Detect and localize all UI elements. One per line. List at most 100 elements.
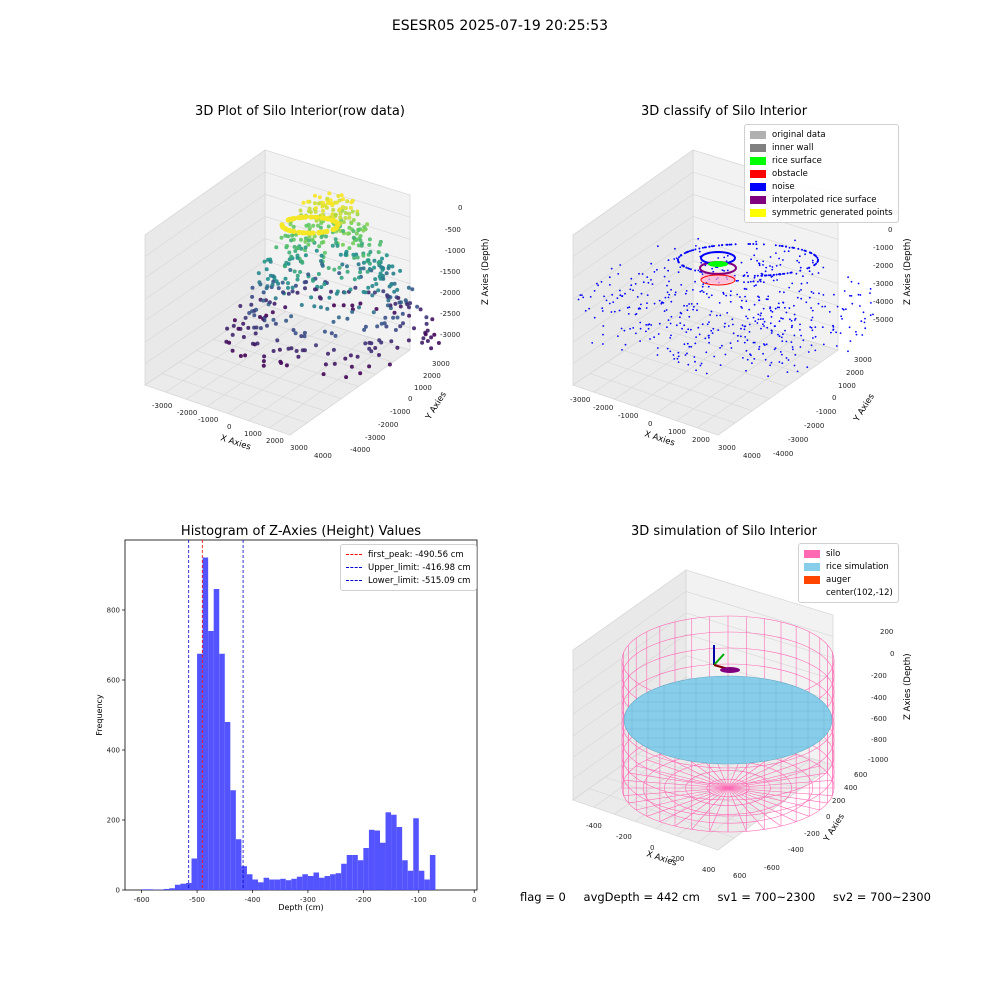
raw-point: [309, 295, 314, 300]
noise-point: [864, 317, 866, 320]
noise-point: [630, 277, 633, 280]
raw-point: [324, 228, 330, 234]
wall-gridline: [144, 171, 266, 257]
raw-point: [271, 279, 276, 284]
raw-point: [351, 218, 356, 222]
wall-gridline: [144, 194, 266, 279]
noise-point: [666, 347, 669, 350]
raw-point: [395, 315, 400, 320]
raw-point: [346, 231, 350, 236]
noise-point: [762, 264, 764, 266]
raw-point: [306, 272, 311, 277]
noise-point: [859, 305, 861, 307]
noise-point: [686, 352, 688, 355]
raw-point: [231, 323, 236, 328]
noise-point: [608, 302, 611, 305]
classify-y-ticks: -4000 -3000 -2000 -1000 0 1000 2000 3000: [773, 356, 872, 458]
raw-point: [224, 339, 229, 344]
raw-point: [284, 318, 289, 323]
noise-point: [782, 259, 784, 261]
noise-point: [736, 293, 739, 296]
noise-point: [746, 317, 749, 320]
raw-point: [326, 266, 331, 270]
noise-point: [789, 318, 791, 321]
raw-point: [334, 291, 339, 296]
raw-point: [312, 304, 317, 309]
hist-bar: [319, 877, 325, 890]
noise-point: [639, 327, 642, 330]
legend-label: auger: [826, 574, 851, 585]
noise-point: [781, 245, 784, 248]
raw-point: [429, 346, 434, 351]
raw-point: [314, 206, 318, 211]
rice-surface-core: [708, 261, 728, 267]
noise-point: [689, 268, 692, 271]
silo-floor-spoke: [691, 787, 729, 830]
noise-point: [779, 263, 782, 266]
raw-point: [299, 334, 304, 339]
raw-point: [363, 341, 368, 346]
noise-point: [669, 350, 672, 353]
classify-legend-item: obstacle: [750, 167, 893, 180]
raw-point: [286, 281, 290, 286]
raw-point: [285, 244, 289, 248]
raw-point: [303, 239, 308, 244]
raw-point: [366, 285, 371, 290]
raw-3d-plot: -3000 -2000 -1000 0 1000 2000 3000 4000 …: [144, 149, 491, 460]
raw-point: [341, 197, 345, 202]
raw-point: [389, 282, 394, 287]
raw-point: [330, 201, 334, 206]
noise-point: [721, 344, 723, 347]
noise-point: [675, 257, 678, 260]
classify-legend: original data inner wall rice surface ob…: [744, 124, 899, 223]
noise-point: [651, 283, 654, 285]
raw-point: [384, 253, 389, 258]
noise-point: [692, 249, 695, 252]
noise-point: [769, 256, 772, 258]
noise-point: [759, 280, 762, 283]
noise-point: [658, 322, 661, 325]
wall-gridline: [264, 193, 411, 240]
raw-point: [328, 198, 333, 203]
silo-floor-spoke: [727, 759, 810, 789]
noise-point: [732, 323, 734, 326]
noise-point: [758, 345, 761, 348]
raw-ytick: 1000: [414, 384, 432, 392]
floor-gridline: [634, 324, 756, 407]
noise-point: [665, 309, 668, 311]
raw-point: [381, 276, 386, 281]
raw-point: [254, 325, 259, 330]
noise-point: [742, 275, 745, 277]
raw-point: [303, 286, 307, 291]
noise-point: [699, 364, 702, 367]
noise-point: [679, 311, 682, 314]
raw-point: [406, 285, 411, 290]
raw-point: [268, 259, 273, 264]
raw-point: [301, 200, 306, 205]
noise-point: [667, 269, 669, 272]
silo-floor-spoke: [659, 754, 729, 789]
noise-point: [674, 291, 677, 294]
noise-point: [757, 318, 760, 321]
noise-point: [688, 303, 690, 305]
silo-floor-spoke: [727, 772, 828, 789]
raw-point: [295, 253, 300, 258]
noise-point: [686, 305, 688, 307]
noise-point: [794, 239, 796, 242]
classify-ztick: -3000: [873, 280, 893, 288]
noise-point: [735, 280, 738, 282]
noise-point: [725, 260, 728, 262]
legend-swatch: [804, 549, 820, 558]
noise-point: [781, 353, 783, 356]
noise-point: [857, 293, 860, 296]
wall-gridline: [685, 591, 834, 637]
noise-point: [753, 276, 756, 279]
raw-point: [351, 235, 356, 240]
raw-point: [317, 195, 322, 200]
raw-point: [350, 309, 355, 314]
wall-gridline: [264, 282, 411, 329]
raw-point: [376, 288, 381, 293]
raw-point: [387, 362, 392, 367]
noise-point: [782, 272, 784, 275]
noise-point: [656, 354, 659, 356]
